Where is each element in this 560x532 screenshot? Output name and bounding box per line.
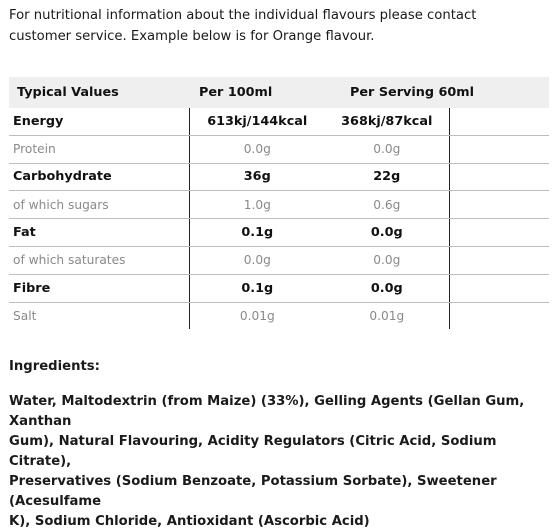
ingredients-line: Gum), Natural Flavouring, Acidity Regula… bbox=[9, 434, 497, 469]
header-per-serving: Per Serving 60ml bbox=[350, 85, 475, 100]
row-per-serving: 0.0g bbox=[325, 218, 450, 247]
row-per-serving: 368kj/87kcal bbox=[325, 108, 450, 136]
row-spacer bbox=[449, 246, 550, 275]
row-per-100ml: 1.0g bbox=[188, 190, 325, 220]
intro-text: For nutritional information about the in… bbox=[9, 5, 549, 47]
row-per-serving: 0.0g bbox=[325, 274, 450, 303]
row-label: of which sugars bbox=[9, 190, 189, 220]
row-label: Energy bbox=[9, 108, 189, 136]
header-typical-values: Typical Values bbox=[17, 85, 119, 100]
table-row: Energy 613kj/144kcal 368kj/87kcal bbox=[9, 108, 550, 136]
row-per-serving: 0.01g bbox=[325, 302, 450, 330]
row-per-serving: 0.0g bbox=[325, 246, 450, 275]
row-per-100ml: 0.0g bbox=[188, 135, 325, 164]
table-row: of which sugars 1.0g 0.6g bbox=[9, 190, 550, 220]
nutrition-table: Typical Values Per 100ml Per Serving 60m… bbox=[9, 77, 550, 330]
row-spacer bbox=[449, 135, 550, 164]
intro-line: customer service. Example below is for O… bbox=[9, 29, 375, 44]
row-label: Salt bbox=[13, 308, 37, 323]
ingredients-line: Preservatives (Sodium Benzoate, Potassiu… bbox=[9, 474, 497, 509]
table-row: Protein 0.0g 0.0g bbox=[9, 135, 550, 164]
row-label: Fibre bbox=[9, 274, 189, 303]
row-per-100ml: 36g bbox=[188, 163, 325, 192]
ingredients-line: K), Sodium Chloride, Antioxidant (Ascorb… bbox=[9, 514, 370, 529]
ingredients-heading: Ingredients: bbox=[9, 359, 100, 374]
table-row: Carbohydrate 36g 22g bbox=[9, 163, 550, 192]
table-row: Fibre 0.1g 0.0g bbox=[9, 274, 550, 303]
ingredients-line: Water, Maltodextrin (from Maize) (33%), … bbox=[9, 394, 525, 429]
row-label: Protein bbox=[9, 135, 189, 164]
row-per-100ml: 0.1g bbox=[188, 274, 325, 303]
row-per-serving: 0.0g bbox=[325, 135, 450, 164]
row-per-100ml: 0.01g bbox=[188, 302, 325, 330]
row-per-serving: 22g bbox=[325, 163, 450, 192]
row-spacer bbox=[449, 163, 550, 192]
row-spacer bbox=[449, 218, 550, 247]
intro-line: For nutritional information about the in… bbox=[9, 8, 477, 23]
table-row: of which saturates 0.0g 0.0g bbox=[9, 246, 550, 275]
row-per-100ml: 0.1g bbox=[188, 218, 325, 247]
row-label: Carbohydrate bbox=[9, 163, 189, 192]
row-label: Fat bbox=[9, 218, 189, 247]
row-spacer bbox=[449, 190, 550, 220]
ingredients-text: Water, Maltodextrin (from Maize) (33%), … bbox=[9, 392, 554, 532]
table-row: Fat 0.1g 0.0g bbox=[9, 218, 550, 247]
row-label: of which saturates bbox=[9, 246, 189, 275]
table-row: Salt 0.01g 0.01g bbox=[9, 302, 549, 330]
row-spacer bbox=[449, 274, 550, 303]
table-header-row: Typical Values Per 100ml Per Serving 60m… bbox=[9, 77, 550, 108]
row-per-100ml: 0.0g bbox=[188, 246, 325, 275]
header-per-100ml: Per 100ml bbox=[199, 85, 273, 100]
row-spacer bbox=[449, 108, 550, 136]
row-spacer bbox=[449, 302, 549, 329]
row-per-100ml: 613kj/144kcal bbox=[188, 108, 325, 136]
row-per-serving: 0.6g bbox=[325, 190, 450, 220]
